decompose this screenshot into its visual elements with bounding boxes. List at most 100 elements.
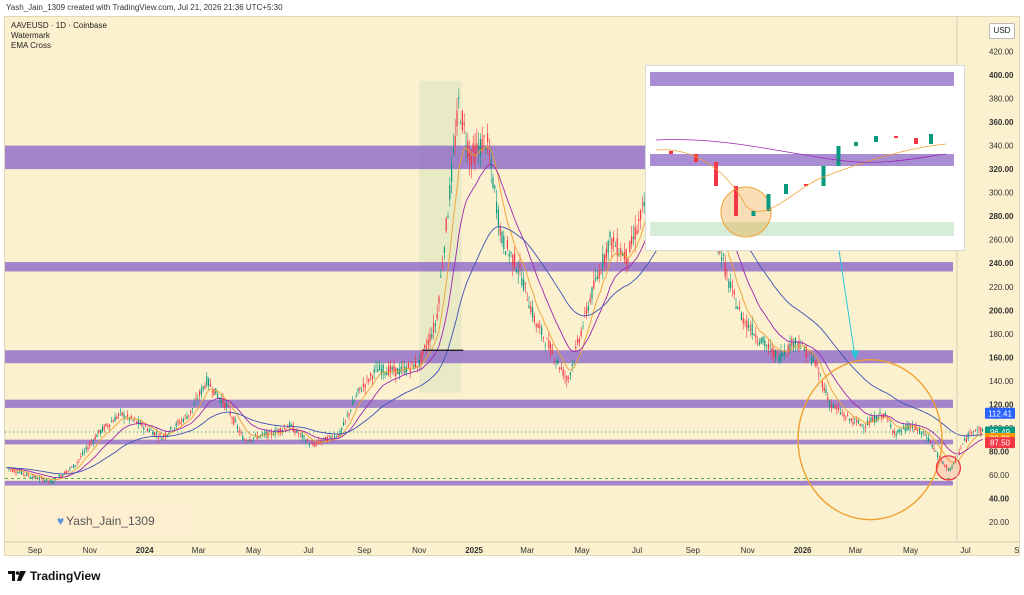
candle-body — [231, 417, 233, 420]
candle-body — [305, 440, 307, 443]
candle-body — [217, 394, 219, 398]
candle-body — [641, 204, 643, 205]
candle-body — [476, 143, 478, 150]
candle-body — [602, 253, 604, 268]
candle-body — [299, 433, 301, 434]
watermark-label[interactable]: Watermark — [11, 31, 50, 40]
price-badge-label: 96.49 — [990, 428, 1011, 437]
candle-body — [566, 376, 568, 381]
candle-body — [393, 365, 395, 372]
candle-body — [931, 444, 933, 448]
candle-body — [539, 325, 541, 328]
candle-body — [928, 437, 930, 442]
chart-legend[interactable]: AAVEUSD · 1D · Coinbase Watermark EMA Cr… — [11, 21, 107, 51]
heart-icon: ♥ — [57, 514, 65, 528]
x-tick-label: May — [903, 546, 918, 555]
x-tick-label: May — [575, 546, 590, 555]
candle-body — [265, 432, 267, 436]
candle-body — [407, 363, 409, 369]
candle-body — [213, 388, 215, 395]
candle-body — [431, 334, 433, 338]
candle-body — [391, 367, 393, 371]
candle-body — [859, 423, 861, 426]
candle-body — [856, 420, 858, 422]
candle-body — [595, 278, 597, 280]
candle-body — [942, 461, 944, 464]
candle-body — [976, 429, 978, 431]
candle-body — [537, 324, 539, 328]
inset-candle — [694, 154, 698, 162]
ema-slow-line — [7, 200, 983, 475]
candle-body — [355, 395, 357, 397]
candle-body — [888, 420, 890, 422]
candle-body — [469, 151, 471, 161]
candle-body — [618, 254, 620, 256]
currency-button[interactable]: USD — [989, 23, 1015, 39]
candle-body — [901, 431, 903, 433]
indicator-label[interactable]: EMA Cross — [11, 41, 52, 50]
y-tick-label: 280.00 — [989, 212, 1014, 221]
x-tick-label: Jul — [632, 546, 642, 555]
candle-body — [753, 334, 755, 336]
candle-body — [116, 416, 118, 419]
candle-body — [49, 480, 51, 482]
candle-body — [607, 241, 609, 254]
candle-body — [184, 415, 186, 417]
candle-body — [157, 437, 159, 439]
candle-body — [233, 417, 235, 425]
symbol-title[interactable]: AAVEUSD · 1D · Coinbase — [11, 21, 107, 30]
inset-circle — [720, 186, 772, 238]
candle-body — [632, 237, 634, 239]
x-tick-label: Jul — [960, 546, 970, 555]
candle-body — [780, 351, 782, 361]
candle-body — [236, 426, 238, 429]
candle-body — [15, 472, 17, 473]
candle-body — [949, 467, 951, 471]
candle-body — [785, 354, 787, 356]
candle-body — [22, 473, 24, 475]
axes: Sep Nov 2024 Mar May Jul Sep Nov 2025 Mar May Jul Se… — [5, 17, 1019, 555]
candle-body — [920, 432, 922, 435]
candle-body — [209, 384, 211, 387]
candle-body — [863, 428, 865, 430]
candle-body — [454, 136, 456, 147]
candle-body — [148, 429, 150, 432]
candle-body — [26, 472, 28, 476]
candle-body — [578, 339, 580, 343]
candle-body — [267, 431, 269, 438]
candle-body — [544, 345, 546, 347]
candle-body — [519, 264, 521, 269]
candle-body — [893, 431, 895, 434]
candle-body — [904, 426, 906, 431]
candle-body — [89, 443, 91, 446]
candle-body — [850, 418, 852, 421]
x-tick-label: Nov — [83, 546, 97, 555]
candle-body — [857, 420, 859, 424]
candle-body — [445, 218, 447, 232]
candle-body — [604, 254, 606, 265]
candle-body — [611, 238, 613, 249]
candle-body — [375, 366, 377, 367]
candle-body — [335, 436, 337, 438]
candle-body — [35, 476, 37, 478]
inset-mini-chart — [646, 66, 964, 250]
candle-body — [310, 443, 312, 444]
candle-body — [136, 421, 138, 424]
candle-body — [458, 97, 460, 100]
resistance-zone — [5, 262, 953, 272]
candle-body — [143, 427, 145, 430]
x-tick-label: Sep — [28, 546, 43, 555]
candle-body — [436, 313, 438, 319]
candle-body — [726, 272, 728, 274]
candle-body — [40, 477, 42, 478]
candle-body — [870, 417, 872, 422]
candle-body — [132, 419, 134, 421]
candle-body — [312, 443, 314, 446]
candle-body — [308, 444, 310, 446]
candle-body — [631, 235, 633, 245]
candle-body — [452, 149, 454, 153]
candle-body — [739, 307, 741, 309]
candle-body — [364, 384, 366, 388]
candle-body — [199, 391, 201, 396]
candle-body — [51, 480, 53, 484]
